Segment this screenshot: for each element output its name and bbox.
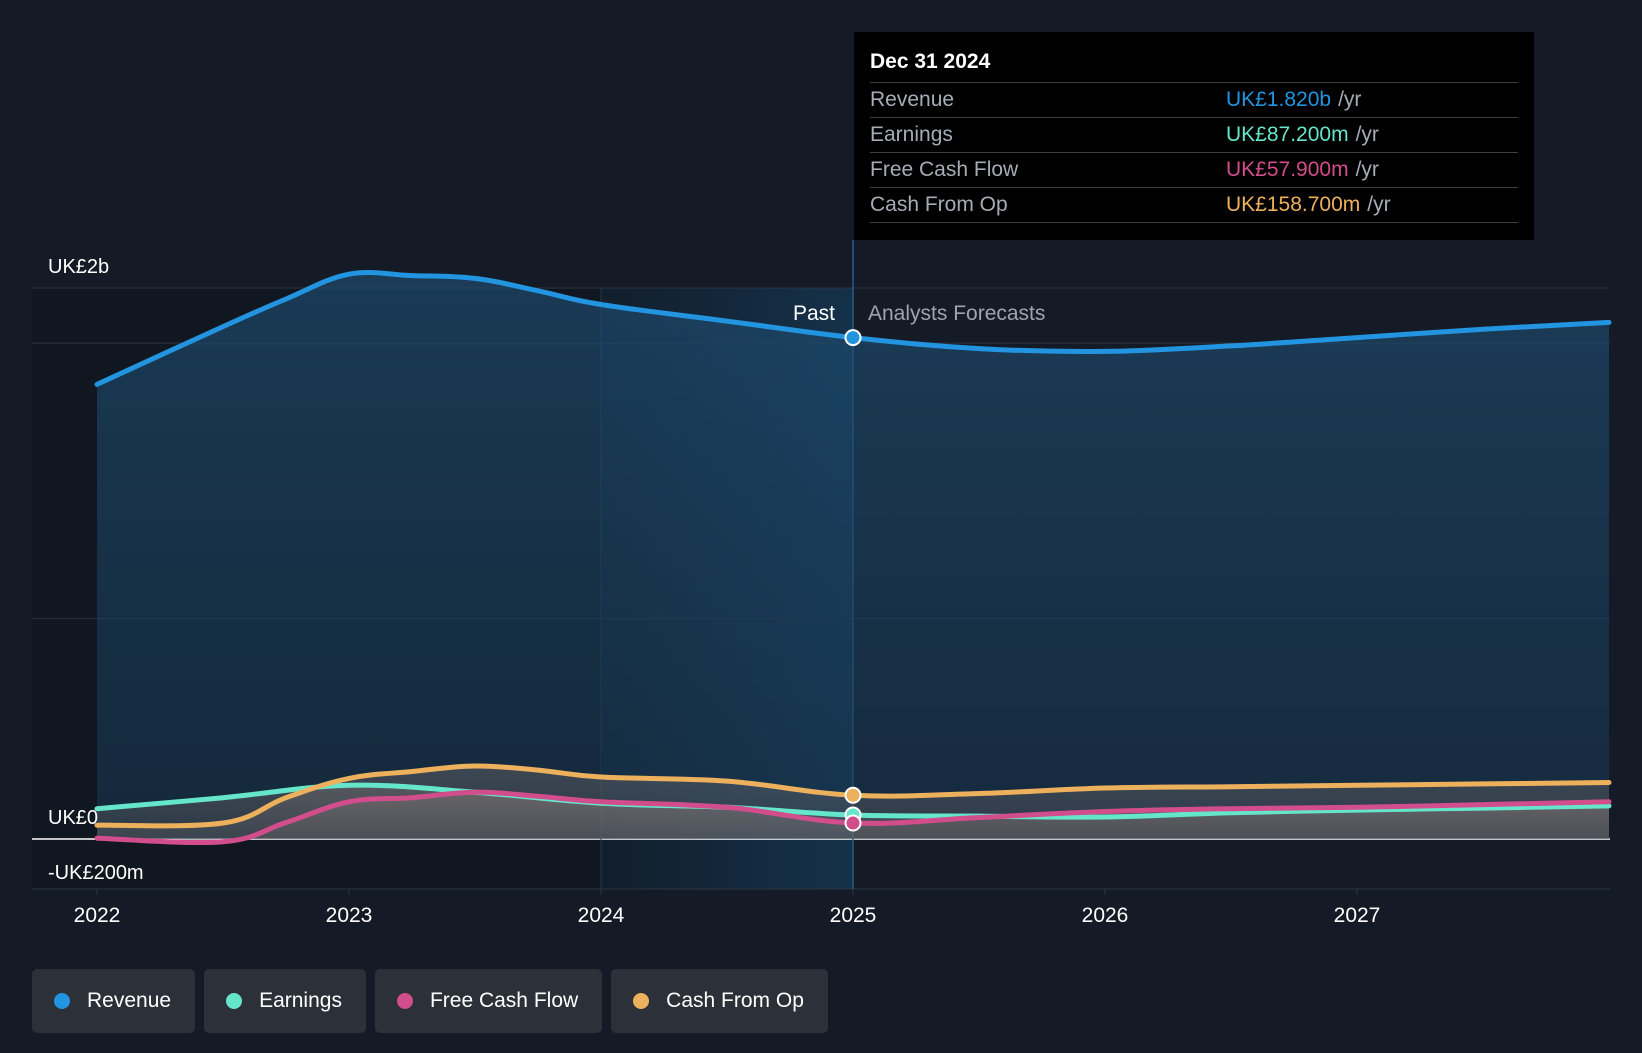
x-axis-label: 2027 bbox=[1334, 904, 1381, 927]
legend-label: Cash From Op bbox=[666, 989, 804, 1012]
tooltip-label: Revenue bbox=[870, 88, 955, 111]
legend-item-cash-from-op[interactable]: Cash From Op bbox=[611, 969, 828, 1033]
line-revenue bbox=[94, 270, 1612, 387]
marker-free-cash-flow bbox=[844, 814, 862, 832]
tooltip-row-revenue: Revenue UK£1.820b /yr bbox=[870, 83, 1518, 118]
legend-item-free-cash-flow[interactable]: Free Cash Flow bbox=[374, 969, 603, 1033]
marker-cash-from-op bbox=[844, 786, 862, 804]
x-axis-label: 2024 bbox=[578, 904, 625, 927]
tooltip-unit: /yr bbox=[1355, 123, 1379, 146]
x-axis-label: 2026 bbox=[1082, 904, 1129, 927]
line-free-cash-flow bbox=[94, 789, 1612, 846]
tooltip-label: Free Cash Flow bbox=[870, 158, 1019, 181]
x-axis-label: 2023 bbox=[326, 904, 373, 927]
tooltip-value: UK£57.900m bbox=[1226, 158, 1349, 181]
y-axis-label: UK£2b bbox=[48, 256, 109, 278]
tooltip-label: Earnings bbox=[870, 123, 953, 146]
legend-item-revenue[interactable]: Revenue bbox=[32, 969, 196, 1033]
line-cash-from-op bbox=[94, 763, 1612, 829]
forecast-label: Analysts Forecasts bbox=[868, 302, 1045, 325]
x-axis-label: 2022 bbox=[74, 904, 121, 927]
legend-dot-icon bbox=[396, 993, 413, 1009]
tooltip-unit: /yr bbox=[1355, 158, 1379, 181]
y-axis-label: -UK£200m bbox=[48, 862, 144, 884]
legend-label: Revenue bbox=[87, 989, 172, 1012]
tooltip-date: Dec 31 2024 bbox=[870, 46, 1518, 83]
tooltip-value: UK£1.820b bbox=[1226, 88, 1332, 111]
legend-dot-icon bbox=[54, 993, 70, 1009]
marker-revenue bbox=[844, 329, 862, 347]
legend-label: Earnings bbox=[259, 989, 342, 1012]
tooltip: Dec 31 2024 Revenue UK£1.820b /yr Earnin… bbox=[854, 32, 1534, 240]
tooltip-value: UK£158.700m bbox=[1226, 193, 1361, 216]
tooltip-value: UK£87.200m bbox=[1226, 123, 1349, 146]
legend-label: Free Cash Flow bbox=[429, 989, 579, 1012]
area-revenue bbox=[97, 272, 1609, 839]
past-label: Past bbox=[793, 302, 835, 325]
legend-item-earnings[interactable]: Earnings bbox=[204, 969, 366, 1033]
legend-dot-icon bbox=[226, 993, 243, 1009]
tooltip-row-free-cash-flow: Free Cash Flow UK£57.900m /yr bbox=[870, 153, 1518, 188]
tooltip-label: Cash From Op bbox=[870, 193, 1008, 216]
y-axis-label: UK£0 bbox=[48, 807, 98, 829]
tooltip-row-cash-from-op: Cash From Op UK£158.700m /yr bbox=[870, 188, 1518, 223]
tooltip-unit: /yr bbox=[1367, 193, 1391, 216]
x-axis-label: 2025 bbox=[830, 904, 877, 927]
legend-dot-icon bbox=[633, 993, 650, 1009]
tooltip-row-earnings: Earnings UK£87.200m /yr bbox=[870, 118, 1518, 153]
tooltip-unit: /yr bbox=[1338, 88, 1362, 111]
legend: Revenue Earnings Free Cash Flow Cash Fro… bbox=[32, 969, 828, 1033]
